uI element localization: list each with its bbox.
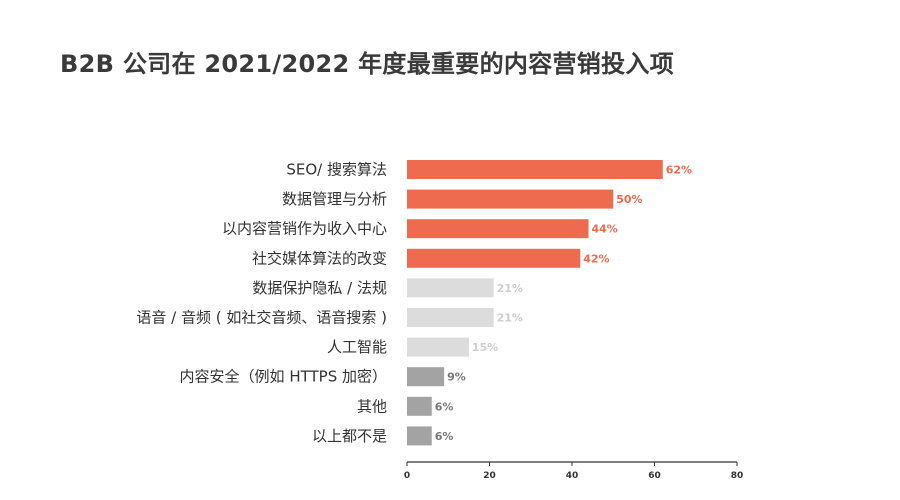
- bar: [407, 160, 663, 179]
- value-label: 44%: [592, 223, 618, 236]
- value-label: 6%: [435, 430, 454, 443]
- category-label: 人工智能: [327, 338, 387, 356]
- bar: [407, 219, 589, 239]
- bar: [407, 308, 494, 327]
- value-label: 9%: [447, 371, 466, 384]
- category-label: 社交媒体算法的改变: [252, 249, 387, 267]
- x-tick-label: 60: [648, 471, 661, 481]
- bar: [407, 367, 445, 387]
- bar: [407, 426, 432, 446]
- category-label: 以上都不是: [312, 427, 387, 445]
- chart-title: B2B 公司在 2021/2022 年度最重要的内容营销投入项: [60, 50, 675, 78]
- value-labels: 62% 50% 44% 42% 21% 21% 15% 9% 6% 6%: [435, 164, 692, 443]
- category-label: 以内容营销作为收入中心: [222, 220, 387, 238]
- x-tick-label: 20: [483, 471, 496, 481]
- bar: [407, 248, 581, 268]
- value-label: 42%: [583, 252, 609, 265]
- x-tick-label: 40: [566, 471, 579, 481]
- value-label: 21%: [497, 282, 523, 295]
- value-label: 15%: [472, 341, 498, 354]
- category-label: 语音 / 音频 ( 如社交音频、语音搜索 ): [136, 309, 387, 327]
- category-label: 内容安全（例如 HTTPS 加密）: [180, 368, 387, 386]
- x-tick-label: 0: [404, 471, 410, 481]
- value-label: 50%: [616, 193, 642, 206]
- x-axis: 0 20 40 60 80: [404, 461, 744, 481]
- category-label: 数据保护隐私 / 法规: [252, 279, 387, 297]
- value-label: 21%: [497, 312, 523, 325]
- x-tick-label: 80: [731, 471, 744, 481]
- bar: [407, 278, 494, 298]
- value-label: 62%: [666, 164, 692, 177]
- category-label: 数据管理与分析: [282, 190, 387, 208]
- bar: [407, 337, 469, 357]
- category-labels: SEO/ 搜索算法数据管理与分析以内容营销作为收入中心社交媒体算法的改变数据保护…: [136, 161, 387, 445]
- bars: [407, 160, 663, 446]
- value-label: 6%: [435, 400, 454, 413]
- category-label: SEO/ 搜索算法: [286, 161, 387, 179]
- bar: [407, 189, 614, 209]
- bar: [407, 396, 432, 416]
- category-label: 其他: [357, 397, 387, 415]
